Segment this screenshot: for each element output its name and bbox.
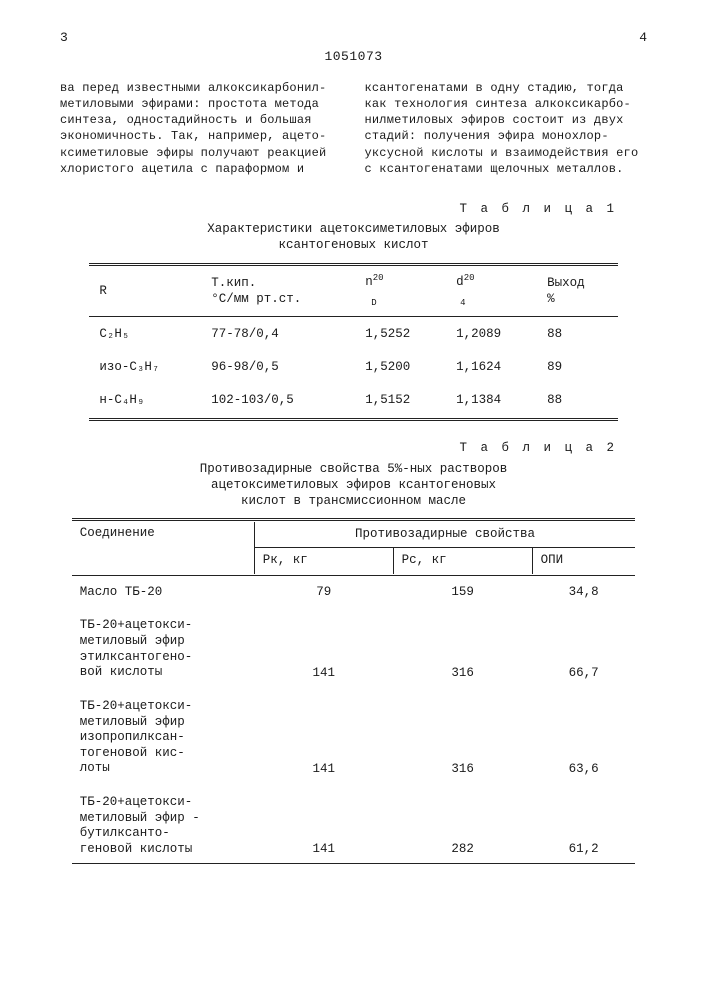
t2-cell-name: ТБ-20+ацетокси-метиловый эфир изопропилк…: [72, 685, 255, 781]
t1-cell-bp: 102-103/0,5: [201, 384, 355, 417]
t1-cell-r: н-C₄H₉: [89, 384, 201, 417]
t2-cell-name: Масло ТБ-20: [72, 577, 255, 605]
table2-title-line3: кислот в трансмиссионном масле: [241, 494, 466, 508]
t1-cell-d: 1,1384: [446, 384, 537, 417]
t1-h-bp: Т.кип. °C/мм рт.ст.: [201, 267, 355, 316]
page-num-left: 3: [60, 30, 68, 47]
t1-h-n-sub: D: [371, 298, 376, 308]
t2-cell-opi: 63,6: [532, 685, 635, 781]
table2-title: Противозадирные свойства 5%-ных растворо…: [60, 461, 647, 510]
table2-title-line2: ацетоксиметиловых эфиров ксантогеновых: [211, 478, 496, 492]
t2-h-group: Противозадирные свойства: [254, 522, 635, 547]
table-row: н-C₄H₉102-103/0,51,51521,138488: [89, 384, 617, 417]
t1-cell-r: C₂H₅: [89, 318, 201, 351]
table1-block: Т а б л и ц а 1 Характеристики ацетоксим…: [60, 201, 647, 422]
t2-h-pk: Pк, кг: [254, 547, 393, 574]
t1-h-d-sup: 20: [464, 273, 475, 283]
t1-cell-y: 89: [537, 351, 618, 384]
t1-h-y-a: Выход: [547, 276, 585, 290]
table-row: Масло ТБ-207915934,8: [72, 577, 636, 605]
left-column: ва перед известными алкоксикарбонил-мети…: [60, 80, 343, 177]
t1-h-y: Выход %: [537, 267, 618, 316]
table1-header: R Т.кип. °C/мм рт.ст. n20D d204 Выход %: [89, 267, 617, 316]
t2-cell-name: ТБ-20+ацетокси-метиловый эфир этилксанто…: [72, 604, 255, 685]
page-numbers: 3 4: [60, 30, 647, 47]
t2-h-compound: Соединение: [72, 522, 255, 574]
table1-title: Характеристики ацетоксиметиловых эфиров …: [60, 221, 647, 254]
t2-cell-pc: 316: [393, 604, 532, 685]
table2-label: Т а б л и ц а 2: [60, 440, 647, 456]
table1-title-line1: Характеристики ацетоксиметиловых эфиров: [207, 222, 500, 236]
table1-label: Т а б л и ц а 1: [60, 201, 647, 217]
t1-h-n-sym: n: [365, 275, 373, 289]
left-paragraph: ва перед известными алкоксикарбонил-мети…: [60, 81, 326, 176]
t2-cell-pc: 316: [393, 685, 532, 781]
table-row: изо-C₃H₇96-98/0,51,52001,162489: [89, 351, 617, 384]
document-number: 1051073: [60, 49, 647, 66]
table2-header-row1: Соединение Противозадирные свойства: [72, 522, 636, 547]
table2-title-line1: Противозадирные свойства 5%-ных растворо…: [200, 462, 508, 476]
t1-cell-bp: 77-78/0,4: [201, 318, 355, 351]
page: 3 4 1051073 ва перед известными алкоксик…: [0, 0, 707, 1000]
t1-h-d-sub: 4: [460, 298, 465, 308]
t2-cell-pk: 141: [254, 604, 393, 685]
t2-cell-name: ТБ-20+ацетокси-метиловый эфир -бутилксан…: [72, 781, 255, 862]
table1: R Т.кип. °C/мм рт.ст. n20D d204 Выход % …: [89, 262, 617, 423]
t2-cell-pk: 141: [254, 781, 393, 862]
body-columns: ва перед известными алкоксикарбонил-мети…: [60, 80, 647, 177]
t1-h-n-sup: 20: [373, 273, 384, 283]
t2-cell-pk: 141: [254, 685, 393, 781]
t1-h-bp-a: Т.кип.: [211, 276, 256, 290]
t1-h-n: n20 D: [355, 267, 446, 316]
table2-block: Т а б л и ц а 2 Противозадирные свойства…: [60, 440, 647, 864]
t1-cell-y: 88: [537, 318, 618, 351]
right-paragraph: ксантогенатами в одну стадию, тогда как …: [365, 81, 639, 176]
t1-h-d-sym: d: [456, 275, 464, 289]
t1-cell-d: 1,1624: [446, 351, 537, 384]
table1-title-line2: ксантогеновых кислот: [278, 238, 428, 252]
t2-cell-pc: 282: [393, 781, 532, 862]
t1-h-d: d20 4: [446, 267, 537, 316]
t1-cell-n: 1,5252: [355, 318, 446, 351]
t1-h-bp-b: °C/мм рт.ст.: [211, 292, 301, 306]
table-row: ТБ-20+ацетокси-метиловый эфир -бутилксан…: [72, 781, 636, 862]
t2-h-opi: ОПИ: [532, 547, 635, 574]
t2-cell-opi: 66,7: [532, 604, 635, 685]
t1-cell-r: изо-C₃H₇: [89, 351, 201, 384]
t1-cell-bp: 96-98/0,5: [201, 351, 355, 384]
t1-cell-y: 88: [537, 384, 618, 417]
t2-cell-pk: 79: [254, 577, 393, 605]
right-column: ксантогенатами в одну стадию, тогда как …: [365, 80, 648, 177]
t1-cell-n: 1,5200: [355, 351, 446, 384]
t1-cell-d: 1,2089: [446, 318, 537, 351]
t2-cell-pc: 159: [393, 577, 532, 605]
table-row: ТБ-20+ацетокси-метиловый эфир изопропилк…: [72, 685, 636, 781]
t1-cell-n: 1,5152: [355, 384, 446, 417]
t1-h-r: R: [89, 267, 201, 316]
table-row: ТБ-20+ацетокси-метиловый эфир этилксанто…: [72, 604, 636, 685]
page-num-right: 4: [639, 30, 647, 47]
t1-h-y-b: %: [547, 292, 555, 306]
table-row: C₂H₅77-78/0,41,52521,208988: [89, 318, 617, 351]
t2-cell-opi: 34,8: [532, 577, 635, 605]
table2: Соединение Противозадирные свойства Pк, …: [72, 517, 636, 864]
t2-h-pc: Pс, кг: [393, 547, 532, 574]
t2-cell-opi: 61,2: [532, 781, 635, 862]
